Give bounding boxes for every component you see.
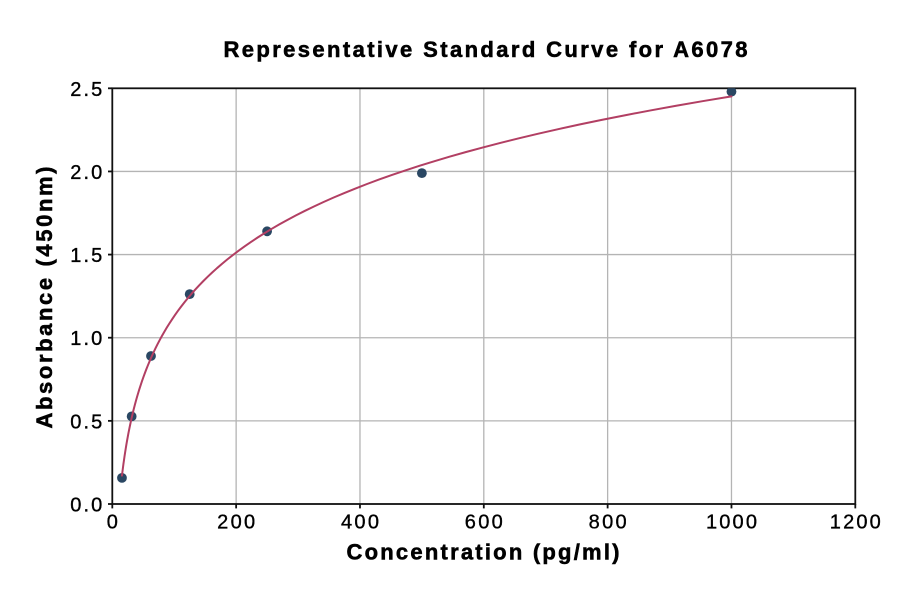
svg-text:0.0: 0.0	[70, 495, 102, 517]
svg-text:0: 0	[107, 512, 118, 534]
svg-text:Absorbance (450nm): Absorbance (450nm)	[32, 167, 57, 429]
svg-text:1.5: 1.5	[70, 245, 102, 267]
svg-text:Representative Standard Curve: Representative Standard Curve for A6078	[224, 37, 748, 62]
svg-text:200: 200	[217, 512, 255, 534]
svg-text:2.0: 2.0	[70, 162, 102, 184]
svg-text:400: 400	[341, 512, 379, 534]
svg-text:0.5: 0.5	[70, 411, 102, 433]
svg-text:2.5: 2.5	[70, 79, 102, 101]
svg-text:800: 800	[589, 512, 627, 534]
svg-text:600: 600	[465, 512, 503, 534]
svg-text:1.0: 1.0	[70, 328, 102, 350]
